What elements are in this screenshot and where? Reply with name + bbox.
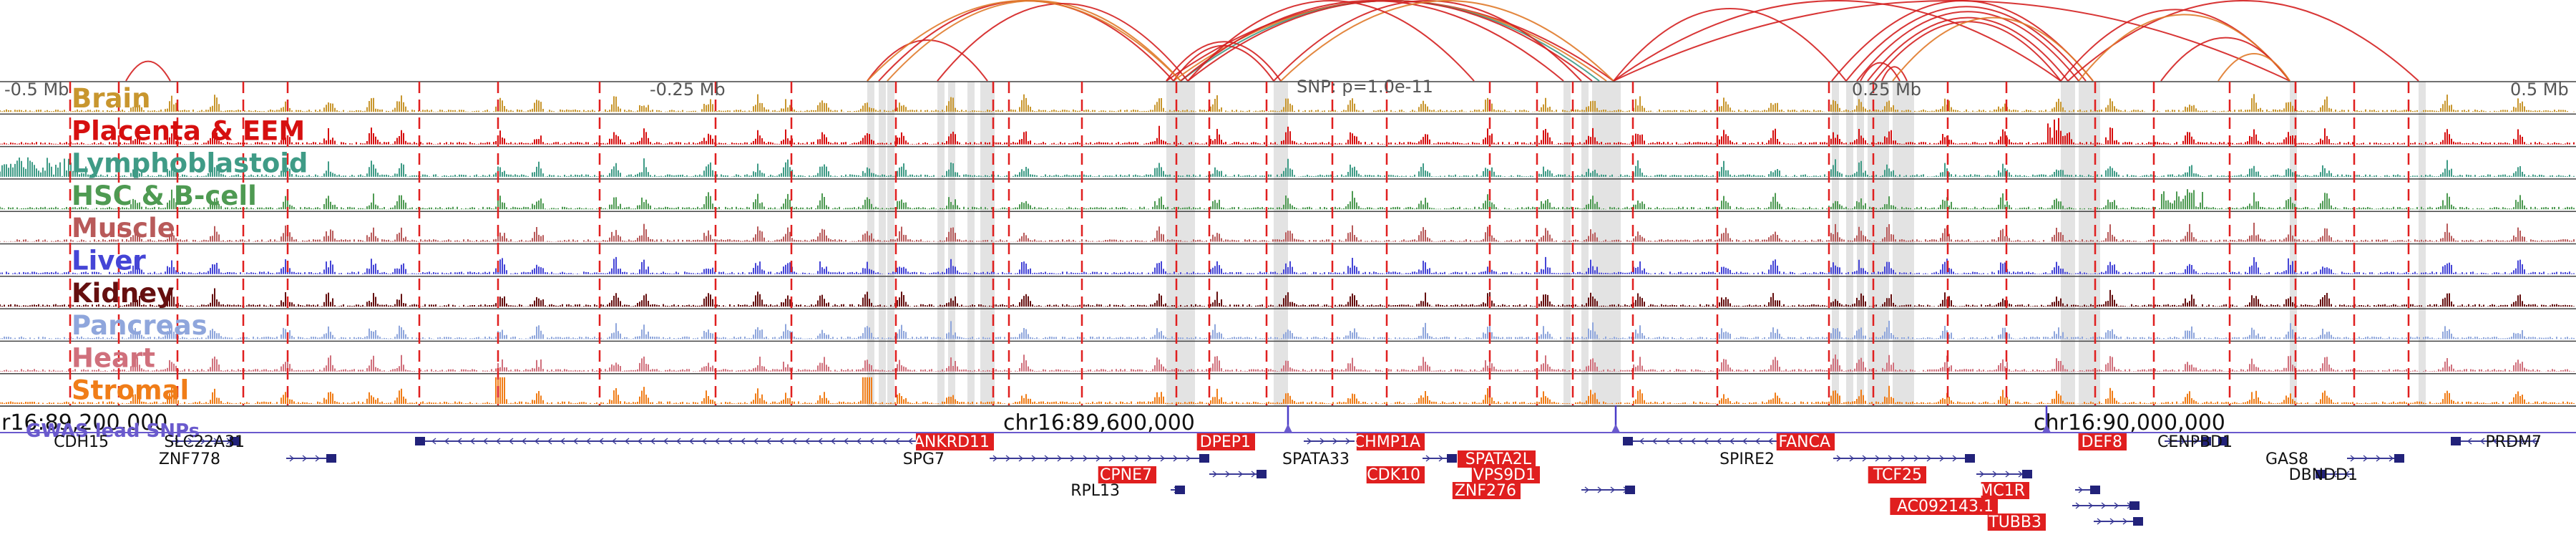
gene-label-spata2l: SPATA2L [1465,450,1532,468]
track-label-heart: Heart [72,342,155,373]
gwas-snp-markers [1284,405,2051,433]
gene-spata2l[interactable]: SPATA2L [1457,450,1536,468]
gene-label-cdk10: CDK10 [1367,466,1420,484]
gene-label-ac092143-1: AC092143.1 [1897,498,1994,516]
gene-label-chmp1a: CHMP1A [1354,433,1420,451]
gene-cdh15[interactable]: CDH15 [54,433,240,451]
gwas-lead-snps-label: GWAS lead SNPs [26,420,200,442]
gene-highlight-chmp1a [1356,433,1425,450]
gene-ankrd11[interactable]: ANKRD11 [415,433,994,451]
gene-label-cpne7: CPNE7 [1100,466,1152,484]
gene-highlight-ac092143-1 [1890,498,1998,515]
chromatin-interaction-arcs [125,0,2419,82]
gene-prdm7[interactable]: PRDM7 [2451,433,2542,451]
gene-label-znf276: ZNF276 [1455,482,1516,500]
track-label-stromal: Stromal [72,375,189,406]
gene-highlight-def8 [2078,433,2127,450]
gene-spg7[interactable]: SPG7 [903,450,1209,468]
gene-label-mc1r: MC1R [1979,482,2025,500]
gene-label-dbndd1: DBNDD1 [2289,466,2358,484]
scale-left-label: -0.5 Mb [4,79,69,100]
gene-label-slc22a31: SLC22A31 [164,433,245,451]
gene-highlight-fanca [1776,433,1835,450]
gene-highlight-vps9d1 [1471,466,1540,483]
track-label-kidney: Kidney [72,278,174,309]
coordinate-right-label: chr16:90,000,000 [2034,410,2225,435]
snp-marker-lines [69,82,2410,405]
scale-mid-right-label: 0.25 Mb [1852,79,1921,100]
gene-label-spg7: SPG7 [903,450,945,468]
gene-gas8[interactable]: GAS8 [2265,450,2404,468]
track-label-pancreas: Pancreas [72,310,208,341]
coordinate-axis: r16:89,200,000 chr16:89,600,000 chr16:90… [1,410,2225,435]
gene-label-tubb3: TUBB3 [1988,514,2041,531]
gene-ac092143-1[interactable]: AC092143.1 [1890,498,2140,516]
gene-highlight-dpep1 [1196,433,1255,450]
scale-right-label: 0.5 Mb [2510,79,2569,100]
gene-cenpbd1[interactable]: CENPBD1 [2157,433,2233,451]
track-label-placenta-eem: Placenta & EEM [72,115,305,146]
gene-highlight-tubb3 [1987,514,2046,531]
gene-label-znf778: ZNF778 [159,450,220,468]
track-label-liver: Liver [72,246,146,276]
track-label-lymphoblastoid: Lymphoblastoid [72,148,308,179]
gene-highlight-znf276 [1452,482,1521,499]
gene-label-spire2: SPIRE2 [1719,450,1775,468]
gene-rpl13[interactable]: RPL13 [1070,482,1185,500]
gene-label-fanca: FANCA [1778,433,1830,451]
gene-label-def8: DEF8 [2082,433,2123,451]
gene-fanca[interactable]: FANCA [1623,433,1835,451]
gene-label-cenpbd1: CENPBD1 [2157,433,2233,451]
gene-tubb3[interactable]: TUBB3 [1987,514,2143,531]
gene-label-gas8: GAS8 [2265,450,2308,468]
gene-highlight-spata2l [1457,450,1536,468]
gene-label-cdh15: CDH15 [54,433,109,451]
gene-spire2[interactable]: SPIRE2 [1719,450,1975,468]
gene-znf778[interactable]: ZNF778 [159,450,336,468]
gene-def8[interactable]: DEF8 [2078,433,2211,451]
scale-center-label: SNP: p=1.0e-11 [1297,77,1433,97]
gene-highlight-tcf25 [1868,466,1926,483]
gene-highlight-mc1r [1981,482,2029,499]
gene-dpep1[interactable]: DPEP1 [1196,433,1368,451]
gene-highlight-cdk10 [1366,466,1425,483]
gene-label-spata33: SPATA33 [1282,450,1350,468]
gene-vps9d1[interactable]: VPS9D1 [1471,466,1540,484]
gene-tcf25[interactable]: TCF25 [1868,466,2032,484]
gene-label-rpl13: RPL13 [1070,482,1120,500]
gene-label-prdm7: PRDM7 [2486,433,2542,451]
track-label-brain: Brain [72,83,150,114]
gene-mc1r[interactable]: MC1R [1979,482,2100,500]
gene-chmp1a[interactable]: CHMP1A [1354,433,1425,451]
gene-highlight-ankrd11 [915,433,994,450]
scale-bar: -0.5 Mb -0.25 Mb SNP: p=1.0e-11 0.25 Mb … [4,77,2569,100]
gene-label-tcf25: TCF25 [1873,466,1922,484]
scale-mid-left-label: -0.25 Mb [650,79,726,100]
gene-label-ankrd11: ANKRD11 [914,433,990,451]
gene-label-dpep1: DPEP1 [1200,433,1251,451]
gene-slc22a31[interactable]: SLC22A31 [164,433,245,451]
coordinate-center-label: chr16:89,600,000 [1003,410,1195,435]
gene-znf276[interactable]: ZNF276 [1452,482,1635,500]
gene-cpne7[interactable]: CPNE7 [1098,466,1267,484]
gene-label-vps9d1: VPS9D1 [1473,466,1536,484]
gene-spata33[interactable]: SPATA33 [1282,450,1457,468]
track-label-muscle: Muscle [72,213,175,244]
coordinate-left-label: r16:89,200,000 [1,410,167,435]
gene-dbndd1[interactable]: DBNDD1 [2289,466,2358,484]
gene-highlight-cpne7 [1098,466,1156,483]
track-label-hsc-b-cell: HSC & B-cell [72,180,257,211]
